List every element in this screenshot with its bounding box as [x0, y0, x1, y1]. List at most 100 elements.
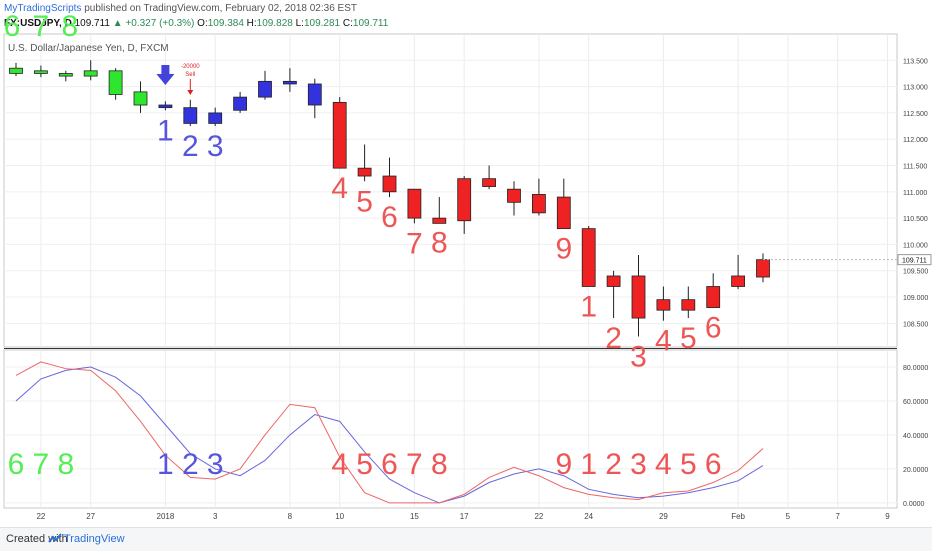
- tradingview-logo-icon: [48, 533, 62, 543]
- open-value: 109.384: [207, 18, 244, 29]
- candle-count-label: 2: [182, 130, 199, 163]
- candle: [158, 104, 173, 109]
- current-price-label: 109.711: [902, 258, 927, 265]
- indicator-count-label: 8: [57, 448, 74, 481]
- price-tick-label: 109.500: [903, 269, 928, 276]
- candle-count-label: 4: [331, 172, 348, 205]
- chart-area[interactable]: 113.500 113.000 112.500 112.000 111.500 111.0…: [0, 0, 932, 527]
- price-tick-label: 110.000: [903, 242, 928, 249]
- stoch-d-line: [15, 366, 764, 504]
- indicator-tick-label: 60.0000: [903, 399, 928, 406]
- indicator-tick-label: 80.0000: [903, 365, 928, 372]
- low-label: L:: [295, 18, 304, 29]
- high-value: 109.828: [256, 18, 293, 29]
- candle: [83, 70, 98, 77]
- candle: [357, 167, 372, 177]
- indicator-count-label: 6: [381, 448, 398, 481]
- price-tick-label: 110.500: [903, 216, 928, 223]
- indicator-tick-label: 40.0000: [903, 433, 928, 440]
- candle-count-label: 6: [381, 201, 398, 234]
- date-tick-label: 24: [584, 512, 593, 521]
- candle: [432, 217, 447, 224]
- indicator-count-label: 3: [630, 448, 647, 481]
- candle-count-label: 7: [406, 227, 423, 260]
- candle: [731, 275, 745, 287]
- candle-count-label: 5: [356, 185, 373, 218]
- indicator-count-label: 8: [431, 448, 448, 481]
- candle-count-label: 2: [605, 322, 622, 355]
- tradingview-brand[interactable]: TradingView: [64, 533, 125, 545]
- date-tick-label: 29: [659, 512, 668, 521]
- candle: [58, 73, 73, 77]
- indicator-count-label: 6: [8, 448, 25, 481]
- candle: [482, 178, 497, 187]
- stoch-k-line: [15, 361, 764, 504]
- date-tick-label: 8: [288, 512, 293, 521]
- candle-count-label: 3: [630, 340, 647, 373]
- candle: [307, 83, 322, 106]
- open-label: O:: [197, 18, 208, 29]
- date-tick-label: 15: [410, 512, 419, 521]
- signal-amount: -20000: [181, 64, 200, 70]
- candle-count-label: 8: [431, 226, 448, 259]
- symbol-legend: U.S. Dollar/Japanese Yen, D, FXCM: [8, 43, 169, 54]
- candle: [656, 299, 671, 311]
- current-price-box: [897, 254, 932, 266]
- candle-count-label: 4: [655, 325, 672, 358]
- partial-count-label: 7: [33, 10, 50, 43]
- date-tick-label: 7: [835, 512, 840, 521]
- symbol-label: FX:USDJPY, D: [4, 18, 72, 29]
- price-tick-label: 108.500: [903, 321, 928, 328]
- candle: [133, 91, 148, 106]
- indicator-count-label: 2: [182, 448, 199, 481]
- date-tick-label: 2018: [157, 512, 175, 521]
- indicator-count-label: 1: [157, 448, 174, 481]
- candle: [556, 196, 571, 230]
- indicator-pane: [3, 349, 898, 509]
- close-value: 109.711: [352, 18, 389, 29]
- price-tick-label: 111.000: [903, 190, 927, 197]
- candle: [507, 188, 521, 203]
- candle: [9, 67, 23, 74]
- candle: [208, 112, 223, 124]
- candle-count-label: 1: [157, 114, 174, 147]
- candle: [233, 96, 248, 111]
- last-price: 109.711: [74, 18, 110, 29]
- published-text: published on TradingView.com, February 0…: [84, 3, 357, 14]
- indicator-count-label: 7: [33, 448, 50, 481]
- candle: [258, 80, 272, 98]
- price-tick-label: 112.000: [903, 137, 928, 144]
- candle: [681, 299, 696, 311]
- indicator-count-label: 6: [705, 448, 722, 481]
- date-tick-label: 22: [534, 512, 543, 521]
- candle-count-label: 9: [555, 233, 572, 266]
- publish-line: MyTradingScripts published on TradingVie…: [4, 3, 357, 14]
- down-arrow-icon: [156, 65, 175, 85]
- indicator-count-label: 2: [605, 448, 622, 481]
- signal-arrow-icon: [187, 90, 194, 95]
- footer-bar: Created with TradingView: [0, 527, 932, 551]
- date-tick-label: 3: [213, 512, 218, 521]
- indicator-count-label: 4: [331, 448, 348, 481]
- indicator-count-label: 9: [555, 448, 572, 481]
- candle: [581, 228, 596, 287]
- signal-label: Sell: [185, 72, 195, 78]
- candle-count-label: 6: [705, 312, 722, 345]
- close-label: C:: [342, 18, 353, 29]
- date-tick-label: 10: [335, 512, 344, 521]
- price-change: ▲ +0.327 (+0.3%): [112, 18, 195, 29]
- candle: [382, 175, 397, 193]
- price-tick-label: 113.500: [903, 58, 928, 65]
- publisher-link[interactable]: MyTradingScripts: [4, 3, 82, 14]
- candle: [706, 286, 721, 308]
- indicator-count-label: 5: [680, 448, 697, 481]
- date-tick-label: 22: [36, 512, 45, 521]
- indicator-tick-label: 0.0000: [903, 501, 925, 508]
- price-tick-label: 109.000: [903, 295, 928, 302]
- candle: [756, 259, 770, 278]
- date-tick-label: Feb: [731, 512, 745, 521]
- price-tick-label: 113.000: [903, 85, 928, 92]
- candle: [457, 178, 472, 222]
- low-value: 109.281: [303, 18, 341, 29]
- indicator-count-label: 1: [580, 448, 597, 481]
